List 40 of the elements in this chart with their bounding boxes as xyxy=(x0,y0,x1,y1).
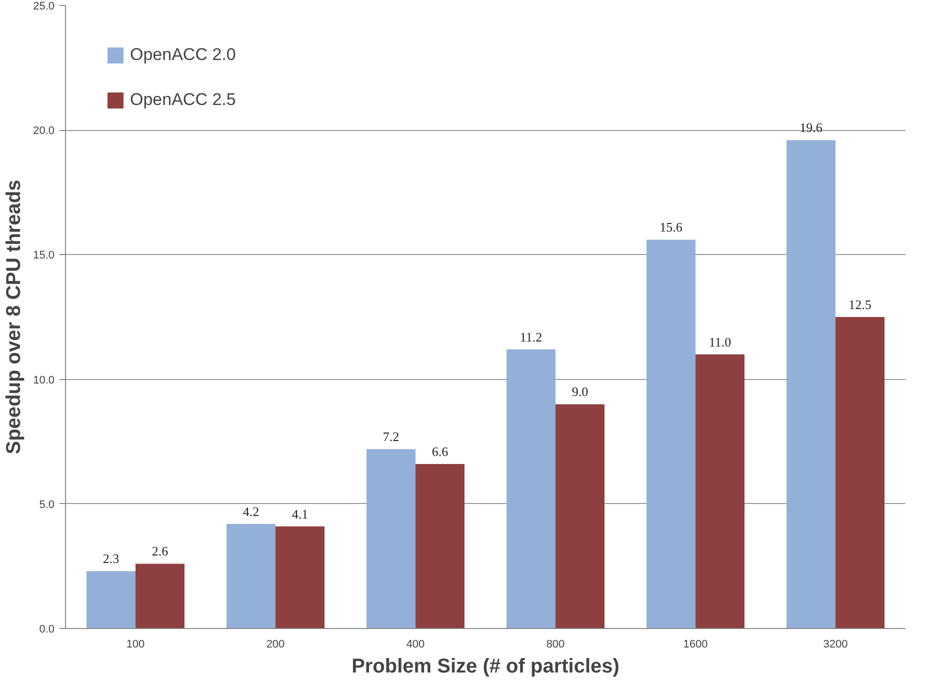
y-axis-title: Speedup over 8 CPU threads xyxy=(3,180,26,454)
data-label: 15.6 xyxy=(660,220,683,235)
y-tick-label: 25.0 xyxy=(33,0,55,12)
y-tick-label: 15.0 xyxy=(33,250,55,262)
bar xyxy=(786,140,836,628)
bar xyxy=(86,571,136,628)
legend-label: OpenACC 2.5 xyxy=(130,90,236,110)
data-label: 4.1 xyxy=(292,506,308,522)
x-tick-label: 3200 xyxy=(823,638,848,650)
x-tick-label: 100 xyxy=(126,638,145,650)
x-tick-label: 800 xyxy=(546,638,565,650)
data-label: 2.6 xyxy=(152,544,169,559)
data-label: 7.2 xyxy=(382,429,400,444)
bar xyxy=(276,526,324,628)
data-label: 12.5 xyxy=(848,297,872,312)
data-label: 4.2 xyxy=(242,504,260,519)
bar xyxy=(366,449,416,628)
bar xyxy=(506,349,556,628)
bar xyxy=(416,464,464,628)
legend-label: OpenACC 2.0 xyxy=(130,45,236,65)
data-label: 19.6 xyxy=(800,120,823,136)
bar xyxy=(696,354,744,628)
y-tick-label: 0.0 xyxy=(39,624,55,636)
bar xyxy=(556,404,604,628)
data-label: 9.0 xyxy=(572,384,588,400)
x-tick-label: 200 xyxy=(266,638,285,650)
bar xyxy=(226,524,276,628)
y-tick-label: 20.0 xyxy=(33,125,55,138)
data-label: 2.3 xyxy=(102,551,120,566)
y-tick-label: 5.0 xyxy=(39,498,55,511)
y-tick-label: 10.0 xyxy=(33,374,55,386)
x-axis-title: Problem Size (# of particles) xyxy=(352,656,620,678)
bar xyxy=(646,240,696,628)
data-label: 11.0 xyxy=(708,334,732,350)
bar xyxy=(836,317,884,628)
bar xyxy=(136,564,184,628)
x-tick-label: 400 xyxy=(406,638,425,650)
data-label: 6.6 xyxy=(432,444,449,460)
x-tick-label: 1600 xyxy=(683,638,708,650)
data-label: 11.2 xyxy=(520,329,542,344)
